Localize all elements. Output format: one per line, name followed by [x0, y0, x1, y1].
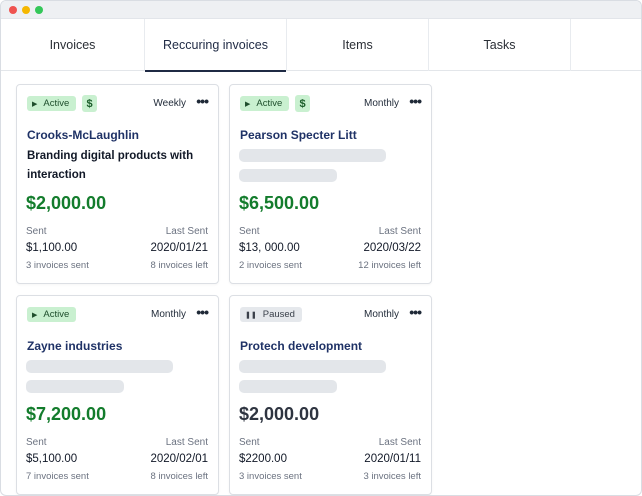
status-label: Paused [262, 309, 295, 320]
client-name[interactable]: Protech development [240, 339, 363, 353]
invoice-amount: $2,000.00 [26, 193, 107, 213]
pause-icon: ❚❚ [245, 311, 257, 319]
minimize-window-button[interactable] [22, 6, 30, 14]
invoices-sent-count: 3 invoices sent [26, 260, 89, 271]
project-title: Branding digital products with interacti… [27, 150, 194, 181]
placeholder-line [239, 360, 386, 373]
status-badge: ❚❚ Paused [240, 307, 302, 322]
sent-value: $13, 000.00 [239, 242, 300, 254]
recurring-invoice-card[interactable]: ❚❚ Paused Monthly ••• Protech developmen… [229, 295, 432, 495]
placeholder-line [26, 360, 173, 373]
client-name[interactable]: Pearson Specter Litt [240, 128, 357, 142]
status-badge: ▶ Active [27, 96, 77, 111]
tab-tasks[interactable]: Tasks [429, 19, 571, 71]
invoices-sent-count: 2 invoices sent [239, 260, 302, 271]
invoice-amount: $2,000.00 [239, 404, 320, 424]
placeholder-line [239, 380, 337, 393]
tab-bar: Invoices Reccuring invoices Items Tasks [1, 19, 641, 72]
last-sent-label: Last Sent [165, 437, 208, 448]
more-options-icon[interactable]: ••• [409, 93, 422, 109]
dollar-icon: $ [82, 95, 97, 112]
last-sent-value: 2020/01/21 [150, 242, 208, 254]
status-badge: ▶ Active [27, 307, 77, 322]
frequency-label: Monthly [363, 98, 399, 109]
status-label: Active [43, 98, 70, 109]
frequency-label: Monthly [150, 309, 186, 320]
more-options-icon[interactable]: ••• [409, 304, 422, 320]
status-badge: ▶ Active [240, 96, 290, 111]
client-name[interactable]: Crooks-McLaughlin [27, 128, 140, 142]
close-window-button[interactable] [9, 6, 17, 14]
last-sent-label: Last Sent [165, 226, 208, 237]
last-sent-value: 2020/01/11 [364, 453, 421, 465]
sent-value: $1,100.00 [26, 242, 78, 254]
play-icon: ▶ [245, 100, 251, 108]
placeholder-line [26, 380, 124, 393]
placeholder-line [239, 149, 386, 162]
invoices-left-count: 12 invoices left [358, 260, 421, 271]
play-icon: ▶ [32, 100, 38, 108]
frequency-label: Weekly [153, 98, 186, 109]
recurring-invoice-card[interactable]: ▶ Active Monthly ••• Zayne industries $7… [16, 295, 219, 495]
dollar-icon: $ [295, 95, 310, 112]
invoices-sent-count: 3 invoices sent [239, 471, 302, 482]
more-options-icon[interactable]: ••• [196, 93, 209, 109]
frequency-label: Monthly [363, 309, 399, 320]
status-label: Active [256, 98, 283, 109]
sent-label: Sent [26, 437, 47, 448]
client-name[interactable]: Zayne industries [27, 339, 123, 353]
last-sent-label: Last Sent [378, 226, 421, 237]
maximize-window-button[interactable] [35, 6, 43, 14]
invoices-left-count: 8 invoices left [150, 260, 208, 271]
last-sent-label: Last Sent [378, 437, 421, 448]
more-options-icon[interactable]: ••• [196, 304, 209, 320]
play-icon: ▶ [32, 311, 38, 319]
recurring-invoice-card[interactable]: ▶ Active $ Monthly ••• Pearson Specter L… [229, 84, 432, 284]
tab-recurring-invoices[interactable]: Reccuring invoices [145, 19, 287, 72]
last-sent-value: 2020/02/01 [150, 453, 208, 465]
placeholder-line [239, 169, 337, 182]
sent-value: $2200.00 [239, 453, 287, 465]
status-label: Active [43, 309, 70, 320]
sent-label: Sent [239, 437, 260, 448]
tab-items[interactable]: Items [287, 19, 429, 71]
invoices-sent-count: 7 invoices sent [26, 471, 89, 482]
sent-label: Sent [239, 226, 260, 237]
tab-invoices[interactable]: Invoices [1, 19, 145, 71]
title-bar [1, 1, 641, 19]
last-sent-value: 2020/03/22 [363, 242, 421, 254]
sent-label: Sent [26, 226, 47, 237]
sent-value: $5,100.00 [26, 453, 78, 465]
invoices-left-count: 8 invoices left [150, 471, 208, 482]
invoices-left-count: 3 invoices left [363, 471, 421, 482]
invoice-amount: $6,500.00 [239, 193, 320, 213]
invoice-amount: $7,200.00 [26, 404, 107, 424]
recurring-invoice-card[interactable]: ▶ Active $ Weekly ••• Crooks-McLaughlin … [16, 84, 219, 284]
